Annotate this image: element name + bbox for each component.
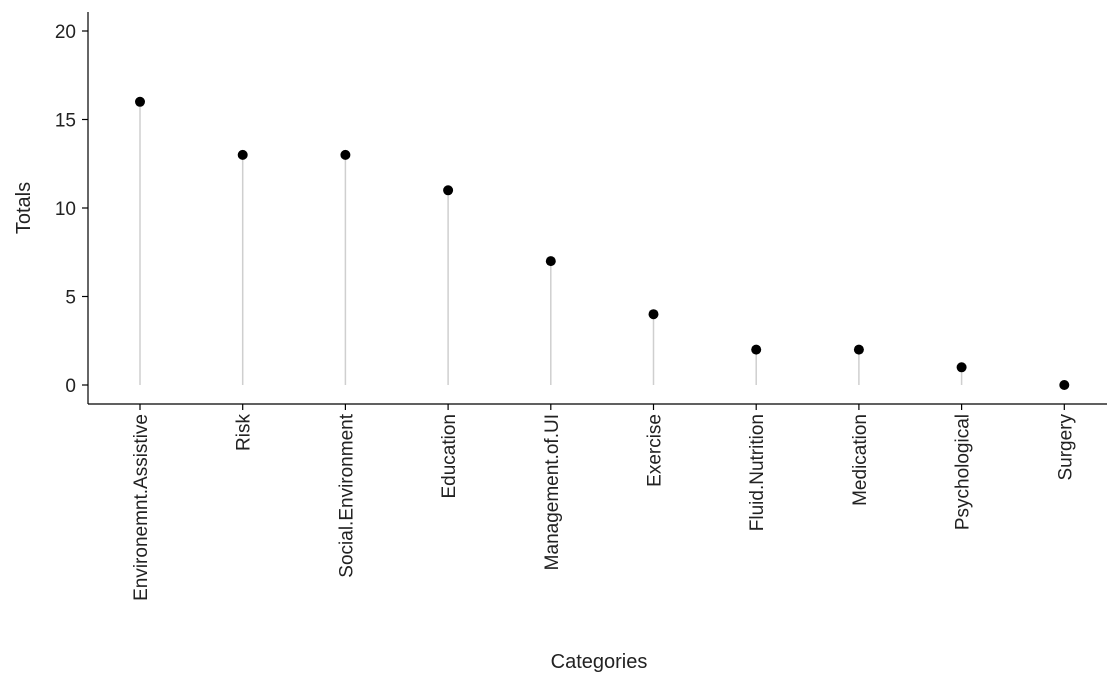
y-tick-label: 0	[65, 376, 76, 397]
lollipop-points	[135, 96, 1070, 390]
x-tick-label: Medication	[850, 414, 871, 506]
data-point	[751, 344, 762, 355]
x-tick-label: Management.of.UI	[542, 414, 563, 570]
x-tick-label: Exercise	[645, 414, 666, 487]
data-point	[237, 149, 248, 160]
data-point	[545, 256, 556, 267]
x-tick-label: Social.Environment	[336, 413, 357, 577]
data-point	[135, 96, 145, 107]
y-axis-ticks: 0 5 10 15 20	[55, 22, 88, 397]
data-point	[853, 344, 864, 355]
x-tick-label: Surgery	[1055, 414, 1076, 481]
y-tick-label: 15	[55, 111, 76, 132]
data-point	[1059, 380, 1070, 390]
x-tick-label: Education	[439, 414, 460, 499]
y-tick-label: 20	[55, 22, 76, 43]
y-tick-label: 5	[65, 288, 76, 309]
y-tick-label: 10	[55, 199, 76, 220]
x-tick-label: Psychological	[953, 414, 974, 530]
y-axis: 0 5 10 15 20	[55, 12, 89, 404]
x-axis: Environemnt.Assistive Risk Social.Environm…	[88, 403, 1107, 601]
lollipop-stems	[139, 101, 963, 385]
x-tick-label: Risk	[234, 414, 255, 451]
data-point	[340, 149, 351, 160]
x-axis-title: Categories	[551, 651, 648, 673]
data-point	[443, 185, 454, 196]
data-point	[648, 309, 659, 320]
x-tick-label: Environemnt.Assistive	[131, 414, 152, 601]
x-axis-ticks: Environemnt.Assistive Risk Social.Environm…	[131, 404, 1076, 601]
y-axis-title: Totals	[13, 182, 35, 234]
x-tick-label: Fluid.Nutrition	[747, 414, 768, 531]
data-point	[956, 362, 967, 373]
